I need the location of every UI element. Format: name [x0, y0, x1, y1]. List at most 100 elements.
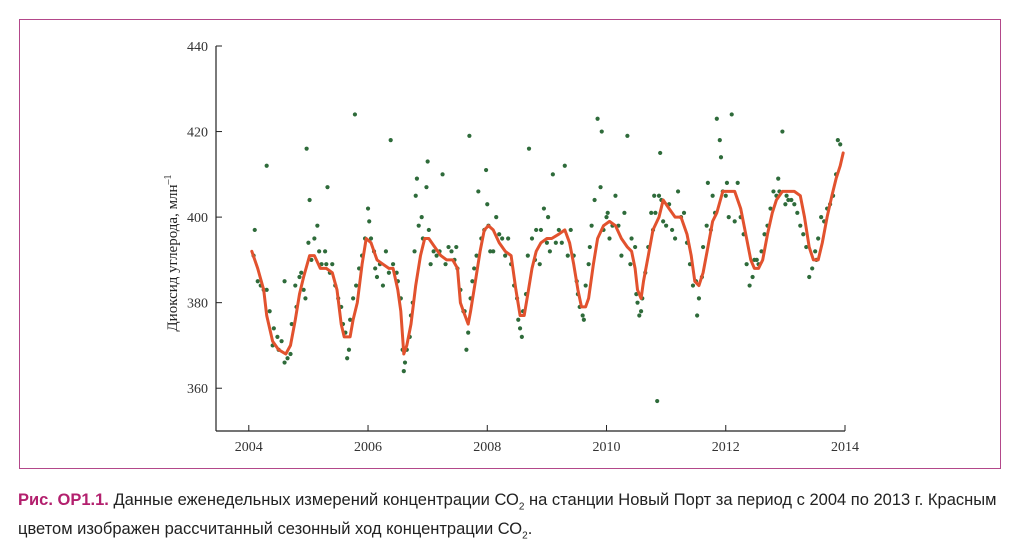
data-point [267, 309, 272, 314]
data-point [629, 236, 634, 241]
data-point [538, 227, 544, 233]
data-point [317, 249, 322, 254]
data-point [704, 223, 709, 228]
data-point [798, 223, 803, 228]
data-point [304, 146, 309, 151]
data-point [583, 283, 588, 288]
data-point [483, 167, 489, 173]
data-point [464, 347, 469, 352]
data-point [804, 244, 809, 250]
y-tick-label: 440 [187, 40, 208, 55]
caption-text-part1: Данные еженедельных измерений концентрац… [113, 491, 519, 509]
y-tick-label: 360 [187, 382, 208, 397]
y-tick-label: 420 [187, 126, 208, 141]
data-point [801, 232, 806, 237]
data-point [672, 236, 678, 241]
data-point [729, 112, 734, 117]
data-point [414, 176, 420, 181]
data-point [351, 296, 356, 301]
data-point [838, 142, 843, 147]
data-point [264, 287, 269, 292]
data-point [537, 262, 542, 267]
data-point [252, 227, 257, 233]
x-tick-label: 2012 [712, 440, 740, 455]
data-point [607, 236, 612, 241]
data-point [449, 249, 454, 254]
data-point [649, 210, 654, 215]
data-point [768, 206, 773, 211]
data-point [638, 309, 644, 314]
caption-subscript1: 2 [518, 501, 525, 513]
data-point [695, 313, 700, 318]
data-point [633, 244, 638, 250]
data-point [553, 240, 558, 245]
data-point [605, 210, 610, 215]
data-point [485, 202, 490, 207]
data-point [307, 197, 312, 203]
data-point [497, 232, 502, 237]
data-point [701, 244, 706, 250]
data-point [419, 215, 424, 220]
data-point [534, 227, 539, 233]
data-point [762, 232, 767, 237]
data-point [544, 240, 549, 245]
data-point [681, 210, 687, 215]
data-point [275, 334, 280, 339]
data-point [434, 253, 439, 258]
data-point [718, 155, 724, 160]
data-point [589, 223, 594, 228]
data-point [771, 189, 776, 194]
data-point [529, 236, 535, 241]
caption-text-part2: на станции Новый Порт за период с 2004 п… [18, 491, 997, 539]
data-point [735, 180, 740, 185]
y-axis-title: Диоксид углерода, млн–1 [163, 174, 181, 331]
data-point [428, 262, 433, 267]
data-point [412, 249, 417, 254]
data-point [658, 150, 663, 156]
data-point [550, 172, 555, 177]
data-point [413, 193, 418, 198]
data-point [440, 172, 445, 177]
data-point [517, 326, 523, 331]
data-point [386, 270, 392, 275]
data-point [669, 227, 675, 233]
data-point [330, 262, 335, 267]
data-point [750, 274, 755, 280]
data-point [345, 356, 350, 361]
data-point [655, 398, 660, 404]
y-axis-title-text: Диоксид углерода, млн [165, 184, 181, 331]
data-point [503, 253, 508, 258]
data-point [525, 253, 530, 258]
data-point [541, 206, 547, 211]
data-point [426, 227, 431, 233]
data-point [628, 262, 633, 267]
figure-caption: Рис. ОР1.1. Данные еженедельных измерени… [18, 489, 1008, 548]
data-point [373, 266, 378, 271]
data-point [443, 262, 448, 267]
figure-label: Рис. ОР1.1. [18, 491, 109, 509]
data-point [696, 296, 702, 301]
data-point [424, 185, 429, 190]
data-point [656, 193, 662, 198]
data-point [285, 356, 290, 361]
data-point [581, 317, 586, 322]
data-point [635, 300, 640, 305]
data-point [653, 210, 658, 215]
y-tick-label: 400 [187, 211, 208, 226]
data-point [491, 249, 496, 254]
data-point [306, 240, 311, 245]
data-point [619, 253, 624, 258]
data-point [390, 262, 396, 267]
data-point [792, 202, 797, 207]
data-point [299, 270, 304, 275]
data-point [297, 274, 302, 280]
data-point [747, 283, 752, 288]
data-point [466, 330, 471, 335]
data-point [810, 266, 815, 271]
data-point [724, 180, 730, 185]
data-point [587, 244, 592, 250]
data-point [813, 249, 818, 254]
data-point [416, 223, 421, 228]
data-point [675, 189, 681, 194]
